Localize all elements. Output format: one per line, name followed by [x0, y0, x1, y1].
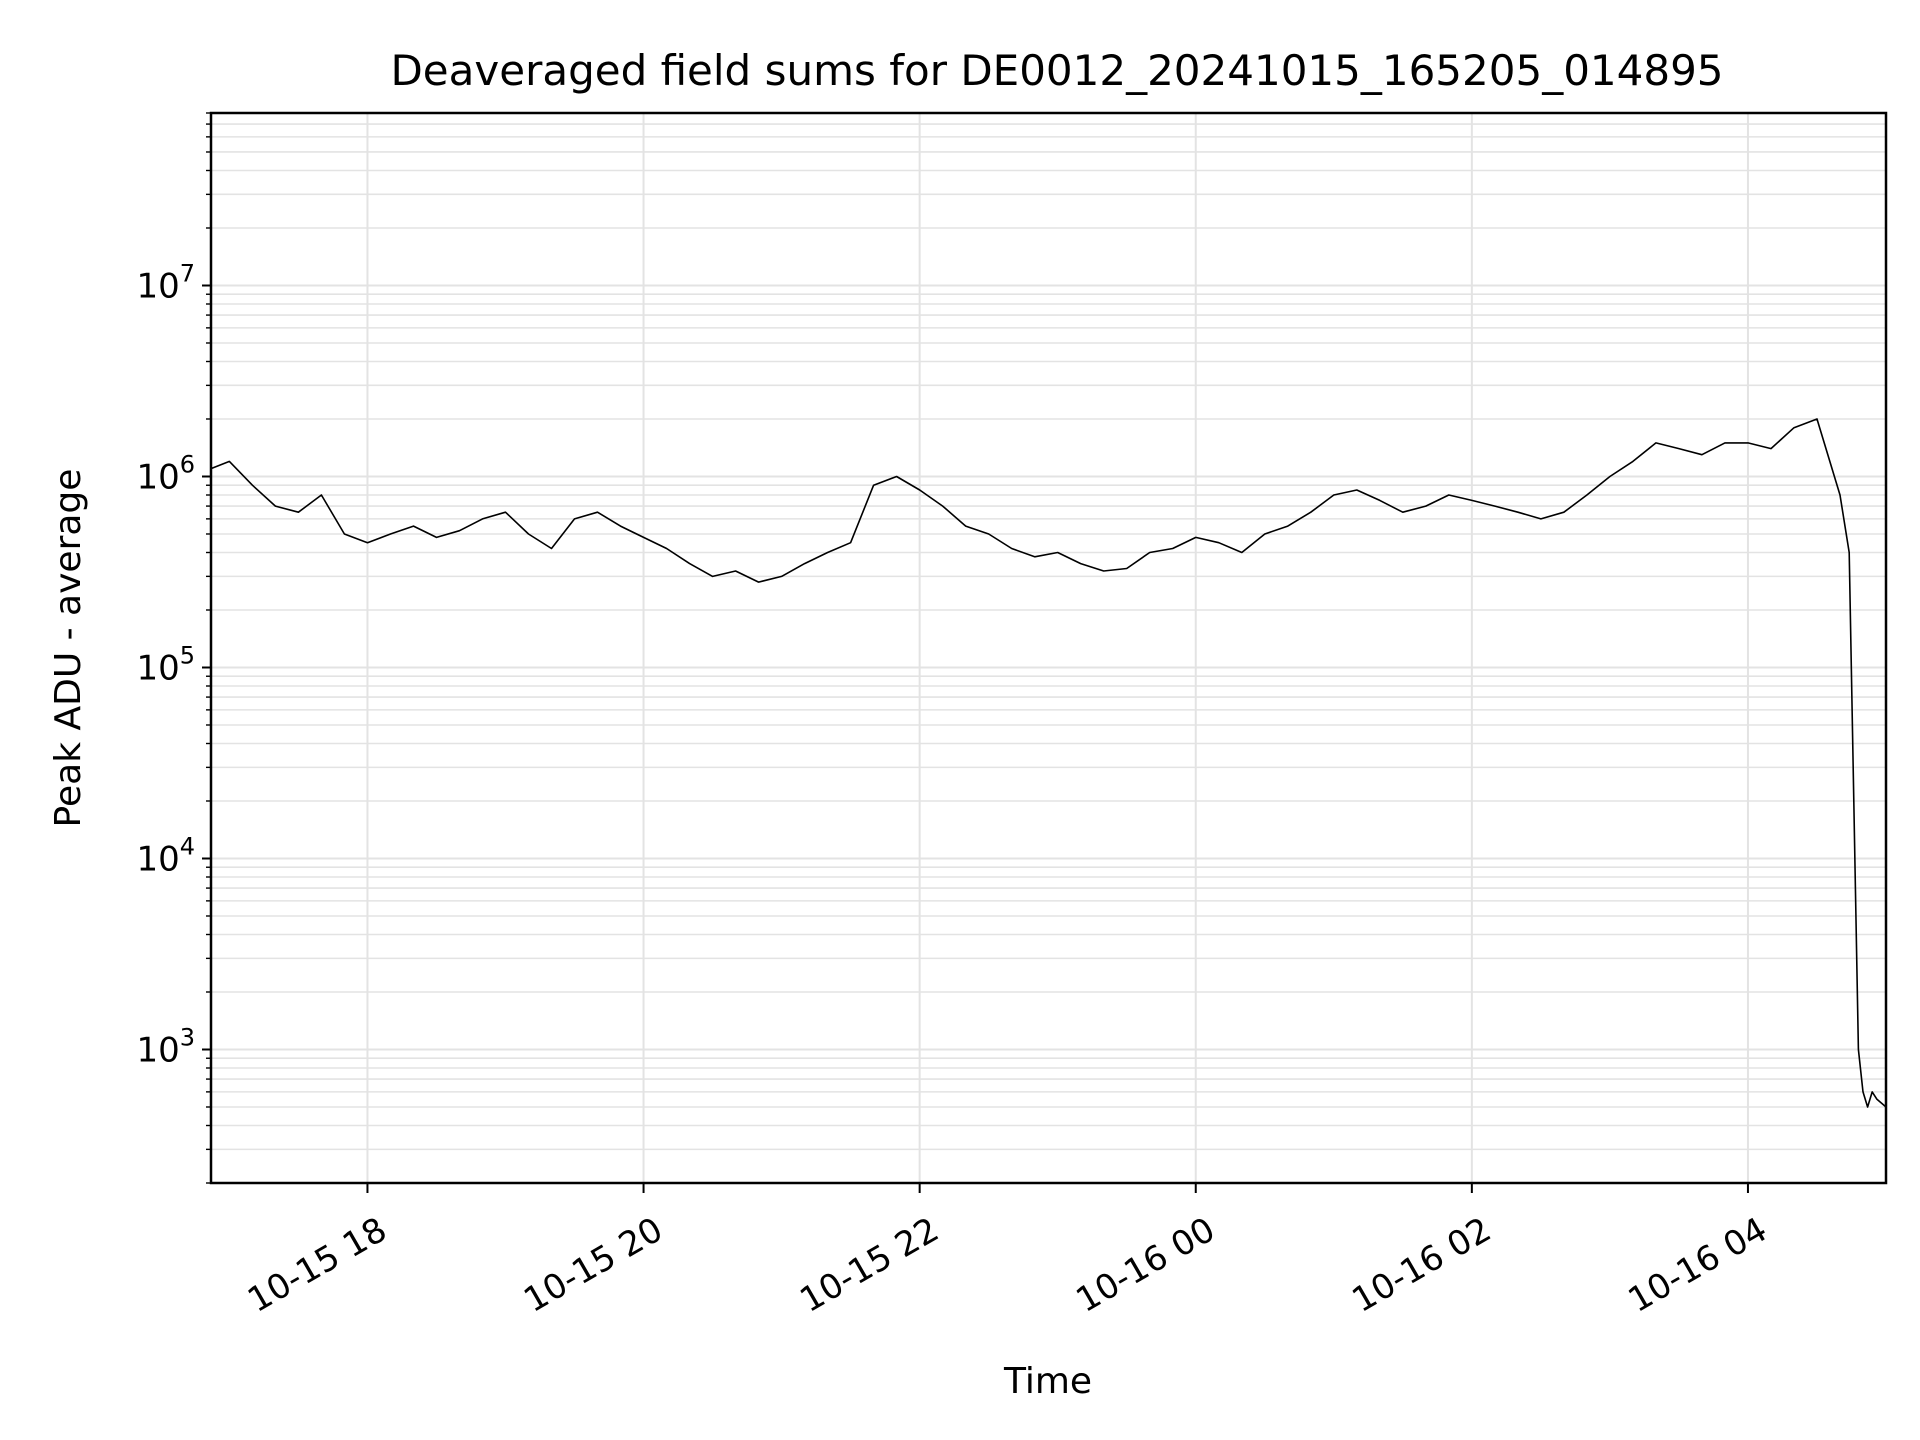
y-axis: 103 104 105 106 107: [136, 112, 211, 1184]
y-tick-label: 103: [136, 1023, 195, 1070]
x-axis-label: Time: [1003, 1361, 1092, 1402]
series-line: [210, 418, 1887, 1108]
plot-frame: [209, 111, 1888, 1185]
y-axis-label: Peak ADU - average: [48, 469, 89, 828]
y-tick-label: 107: [136, 259, 195, 306]
chart-title: Deaveraged field sums for DE0012_2024101…: [390, 46, 1723, 95]
y-tick-label: 104: [136, 832, 195, 879]
series-group: [210, 418, 1887, 1108]
y-tick-label: 106: [136, 450, 195, 497]
y-tick-label: 105: [136, 641, 195, 688]
grid: [211, 112, 1886, 1184]
